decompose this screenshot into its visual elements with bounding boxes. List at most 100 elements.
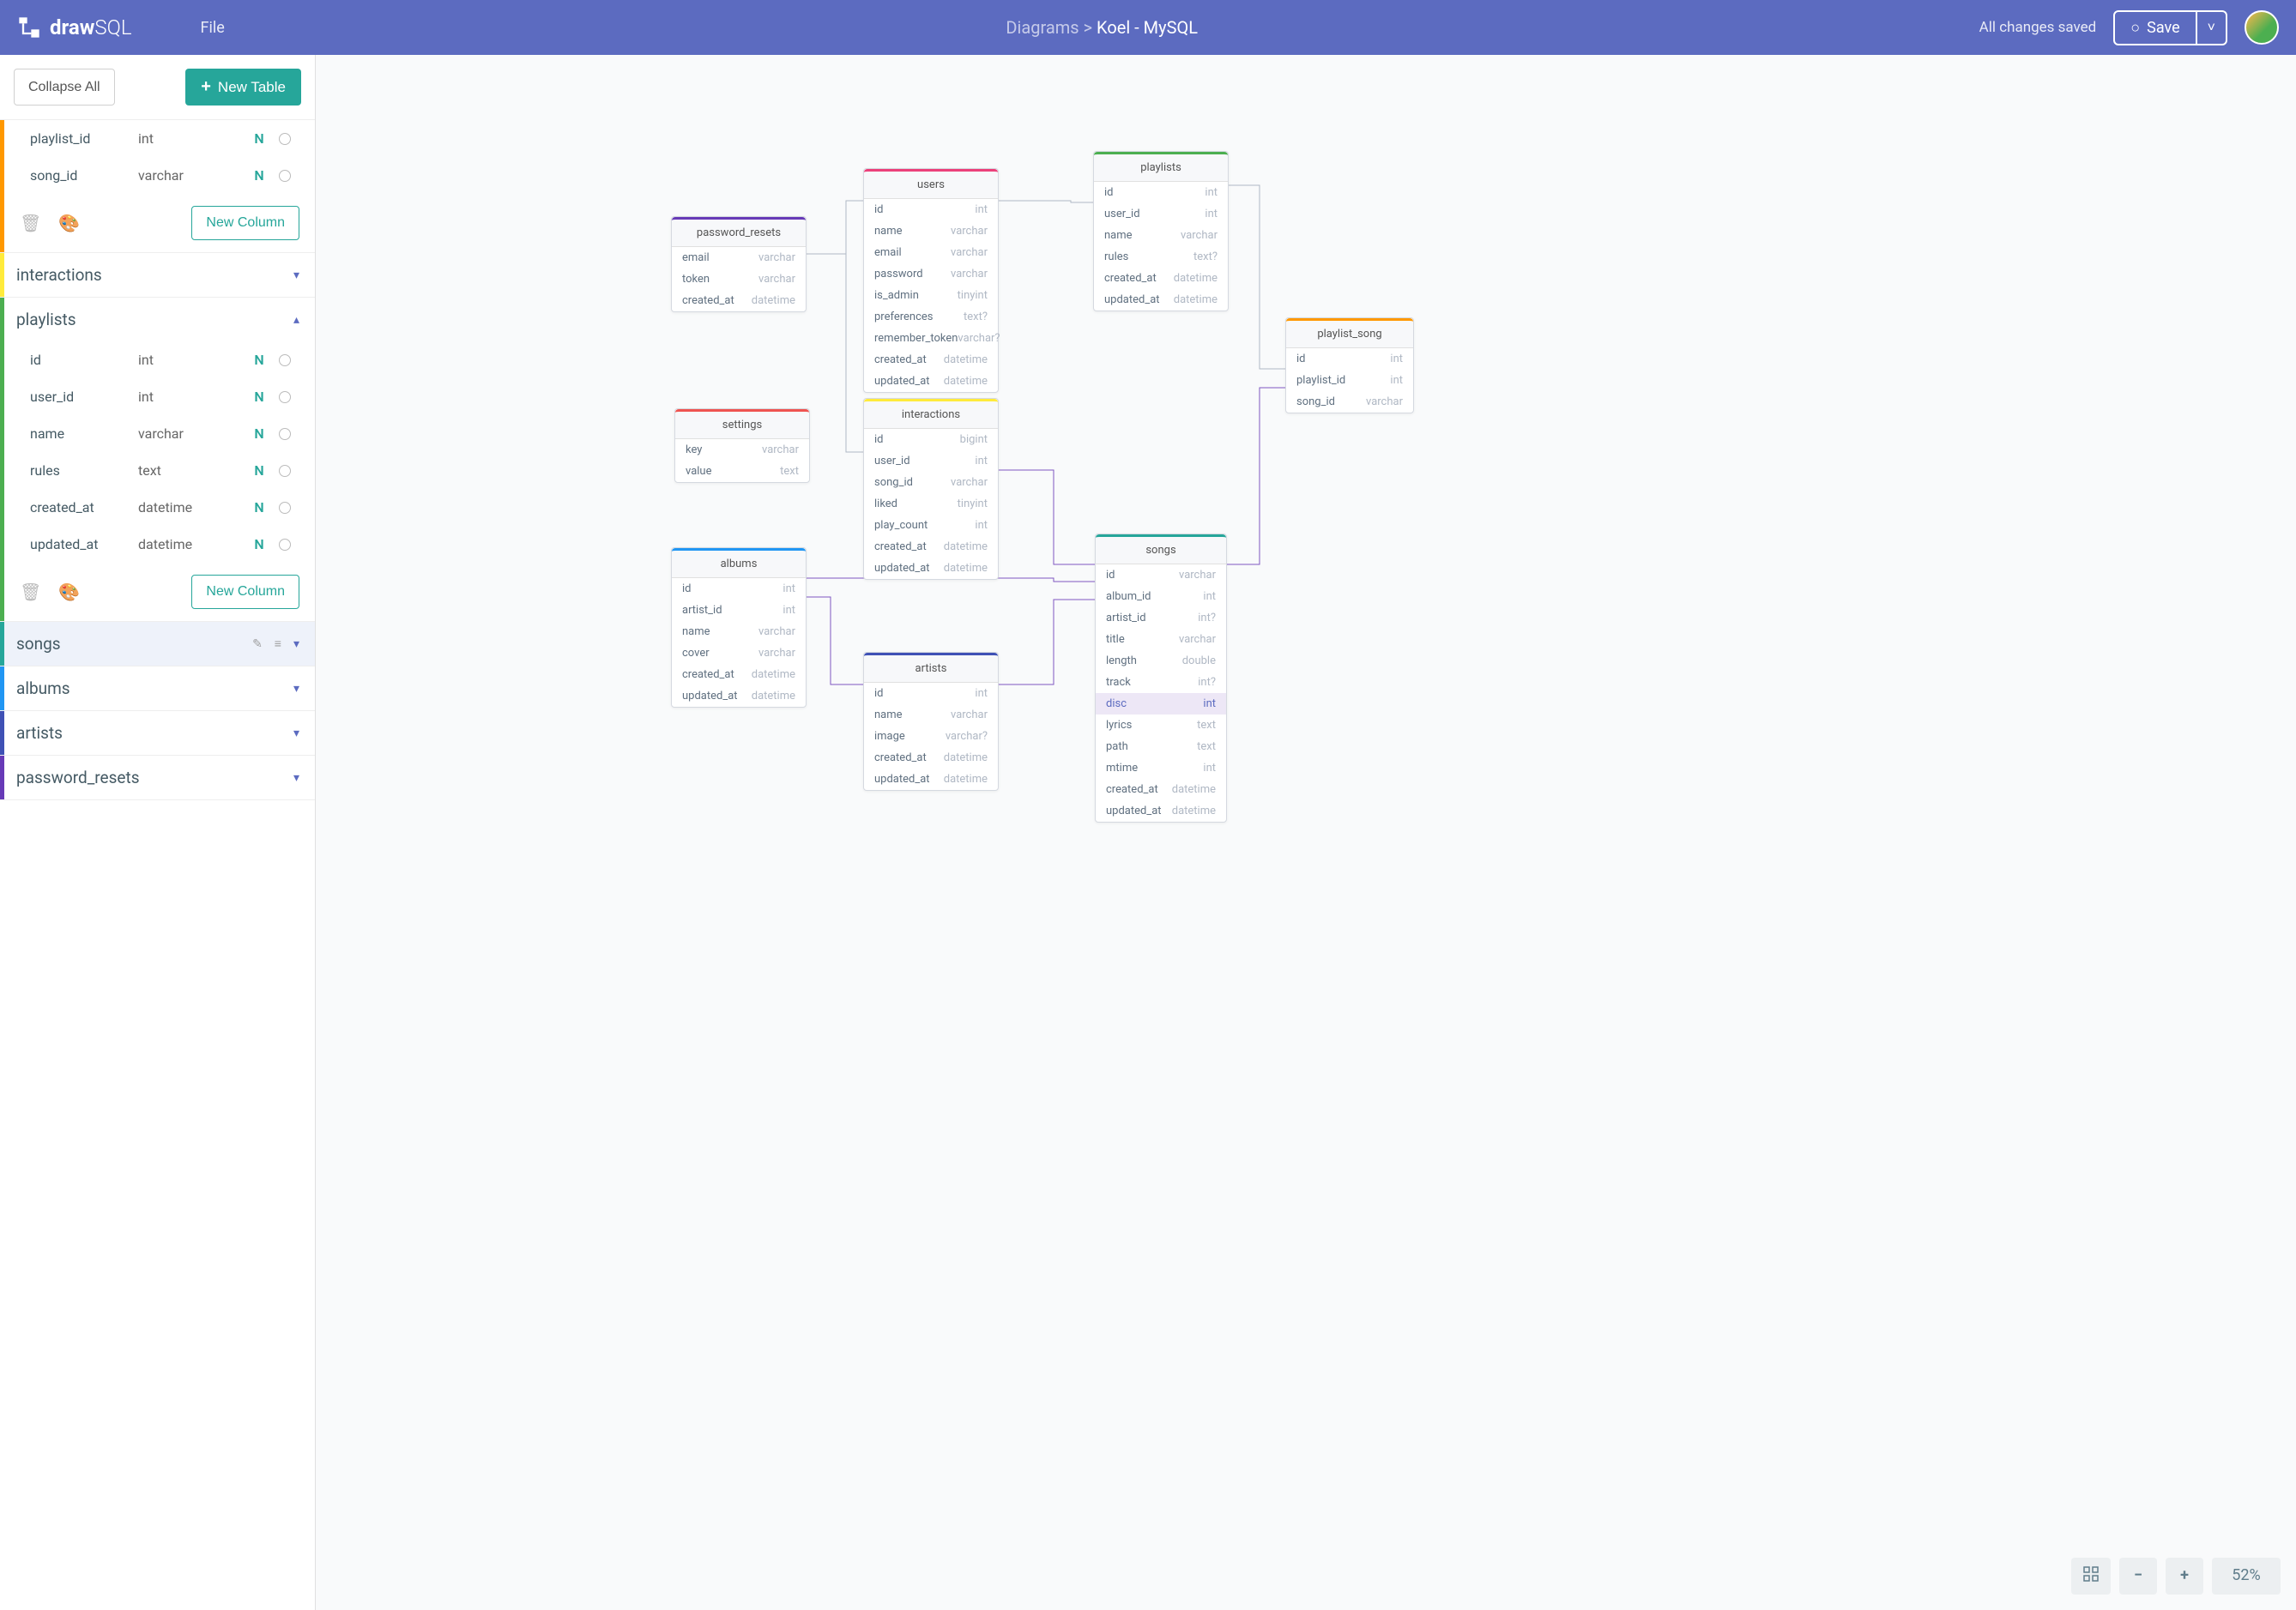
db-column-row[interactable]: id int bbox=[864, 683, 998, 704]
db-column-row[interactable]: title varchar bbox=[1096, 629, 1226, 650]
db-column-row[interactable]: name varchar bbox=[864, 704, 998, 726]
db-column-row[interactable]: token varchar bbox=[672, 268, 806, 290]
sidebar-header-songs[interactable]: songs ✎≡▾ bbox=[0, 622, 315, 666]
radio-icon[interactable] bbox=[279, 354, 291, 366]
sidebar-header-playlists[interactable]: playlists ▴ bbox=[0, 298, 315, 341]
grid-view-button[interactable] bbox=[2071, 1558, 2111, 1595]
db-column-row[interactable]: mtime int bbox=[1096, 757, 1226, 779]
db-column-row[interactable]: password varchar bbox=[864, 263, 998, 285]
chevron-down-icon[interactable]: ▾ bbox=[293, 682, 299, 696]
db-column-row[interactable]: liked tinyint bbox=[864, 493, 998, 515]
column-row[interactable]: updated_at datetime N bbox=[4, 526, 315, 563]
db-column-row[interactable]: key varchar bbox=[675, 439, 809, 461]
db-table-playlists[interactable]: playlists id int user_id int name varcha… bbox=[1093, 151, 1229, 311]
chevron-up-icon[interactable]: ▴ bbox=[293, 313, 299, 327]
db-table-password_resets[interactable]: password_resets email varchar token varc… bbox=[671, 216, 807, 312]
db-column-row[interactable]: name varchar bbox=[864, 220, 998, 242]
db-column-row[interactable]: id int bbox=[672, 578, 806, 600]
db-column-row[interactable]: id int bbox=[864, 199, 998, 220]
radio-icon[interactable] bbox=[279, 133, 291, 145]
column-row[interactable]: created_at datetime N bbox=[4, 489, 315, 526]
db-column-row[interactable]: playlist_id int bbox=[1286, 370, 1413, 391]
db-column-row[interactable]: song_id varchar bbox=[864, 472, 998, 493]
edit-icon[interactable]: ✎ bbox=[252, 637, 263, 651]
db-column-row[interactable]: image varchar? bbox=[864, 726, 998, 747]
db-column-row[interactable]: artist_id int bbox=[672, 600, 806, 621]
db-column-row[interactable]: created_at datetime bbox=[864, 747, 998, 769]
db-column-row[interactable]: album_id int bbox=[1096, 586, 1226, 607]
db-column-row[interactable]: updated_at datetime bbox=[672, 685, 806, 707]
db-column-row[interactable]: email varchar bbox=[864, 242, 998, 263]
column-row[interactable]: song_id varchar N bbox=[4, 157, 315, 194]
db-table-settings[interactable]: settings key varchar value text bbox=[674, 408, 810, 483]
breadcrumb-parent[interactable]: Diagrams bbox=[1006, 17, 1079, 38]
radio-icon[interactable] bbox=[279, 465, 291, 477]
zoom-in-button[interactable]: + bbox=[2166, 1558, 2203, 1595]
db-column-row[interactable]: created_at datetime bbox=[1096, 779, 1226, 800]
canvas[interactable]: password_resets email varchar token varc… bbox=[316, 55, 2296, 1610]
db-table-albums[interactable]: albums id int artist_id int name varchar… bbox=[671, 547, 807, 708]
db-column-row[interactable]: updated_at datetime bbox=[1094, 289, 1228, 311]
db-column-row[interactable]: created_at datetime bbox=[672, 290, 806, 311]
radio-icon[interactable] bbox=[279, 391, 291, 403]
radio-icon[interactable] bbox=[279, 539, 291, 551]
column-row[interactable]: name varchar N bbox=[4, 415, 315, 452]
radio-icon[interactable] bbox=[279, 502, 291, 514]
db-column-row[interactable]: updated_at datetime bbox=[1096, 800, 1226, 822]
db-column-row[interactable]: created_at datetime bbox=[672, 664, 806, 685]
db-column-row[interactable]: song_id varchar bbox=[1286, 391, 1413, 413]
palette-icon[interactable]: 🎨 bbox=[58, 213, 80, 233]
db-column-row[interactable]: updated_at datetime bbox=[864, 558, 998, 579]
db-column-row[interactable]: is_admin tinyint bbox=[864, 285, 998, 306]
db-column-row[interactable]: id varchar bbox=[1096, 564, 1226, 586]
db-column-row[interactable]: rules text? bbox=[1094, 246, 1228, 268]
save-dropdown[interactable]: ˅ bbox=[2196, 12, 2226, 44]
db-column-row[interactable]: lyrics text bbox=[1096, 715, 1226, 736]
menu-icon[interactable]: ≡ bbox=[275, 636, 281, 651]
db-column-row[interactable]: updated_at datetime bbox=[864, 769, 998, 790]
db-table-playlist_song[interactable]: playlist_song id int playlist_id int son… bbox=[1285, 317, 1414, 413]
db-column-row[interactable]: value text bbox=[675, 461, 809, 482]
db-table-songs[interactable]: songs id varchar album_id int artist_id … bbox=[1095, 534, 1227, 823]
db-column-row[interactable]: user_id int bbox=[864, 450, 998, 472]
db-column-row[interactable]: disc int bbox=[1096, 693, 1226, 715]
save-button[interactable]: ○Save bbox=[2115, 12, 2195, 44]
db-column-row[interactable]: cover varchar bbox=[672, 642, 806, 664]
sidebar-header-password_resets[interactable]: password_resets ▾ bbox=[0, 756, 315, 799]
db-column-row[interactable]: updated_at datetime bbox=[864, 371, 998, 392]
db-table-users[interactable]: users id int name varchar email varchar … bbox=[863, 168, 999, 393]
sidebar-header-artists[interactable]: artists ▾ bbox=[0, 711, 315, 755]
db-column-row[interactable]: id int bbox=[1094, 182, 1228, 203]
db-column-row[interactable]: created_at datetime bbox=[1094, 268, 1228, 289]
zoom-out-button[interactable]: − bbox=[2119, 1558, 2157, 1595]
chevron-down-icon[interactable]: ▾ bbox=[293, 771, 299, 785]
column-row[interactable]: id int N bbox=[4, 341, 315, 378]
trash-icon[interactable]: 🗑 bbox=[20, 582, 41, 602]
db-column-row[interactable]: name varchar bbox=[672, 621, 806, 642]
new-table-button[interactable]: +New Table bbox=[185, 69, 301, 106]
radio-icon[interactable] bbox=[279, 428, 291, 440]
sidebar-header-interactions[interactable]: interactions ▾ bbox=[0, 253, 315, 297]
db-column-row[interactable]: name varchar bbox=[1094, 225, 1228, 246]
new-column-button[interactable]: New Column bbox=[191, 575, 299, 609]
db-column-row[interactable]: created_at datetime bbox=[864, 349, 998, 371]
chevron-down-icon[interactable]: ▾ bbox=[293, 637, 299, 651]
sidebar-header-albums[interactable]: albums ▾ bbox=[0, 666, 315, 710]
chevron-down-icon[interactable]: ▾ bbox=[293, 268, 299, 282]
zoom-level[interactable]: 52% bbox=[2212, 1558, 2281, 1595]
palette-icon[interactable]: 🎨 bbox=[58, 582, 80, 602]
file-menu[interactable]: File bbox=[201, 19, 225, 37]
db-column-row[interactable]: id bigint bbox=[864, 429, 998, 450]
db-column-row[interactable]: play_count int bbox=[864, 515, 998, 536]
column-row[interactable]: playlist_id int N bbox=[4, 120, 315, 157]
db-column-row[interactable]: remember_token varchar? bbox=[864, 328, 998, 349]
db-column-row[interactable]: user_id int bbox=[1094, 203, 1228, 225]
column-row[interactable]: rules text N bbox=[4, 452, 315, 489]
chevron-down-icon[interactable]: ▾ bbox=[293, 727, 299, 740]
avatar[interactable] bbox=[2245, 10, 2279, 45]
db-table-interactions[interactable]: interactions id bigint user_id int song_… bbox=[863, 398, 999, 580]
db-column-row[interactable]: track int? bbox=[1096, 672, 1226, 693]
collapse-all-button[interactable]: Collapse All bbox=[14, 69, 115, 106]
db-table-artists[interactable]: artists id int name varchar image varcha… bbox=[863, 652, 999, 791]
db-column-row[interactable]: id int bbox=[1286, 348, 1413, 370]
